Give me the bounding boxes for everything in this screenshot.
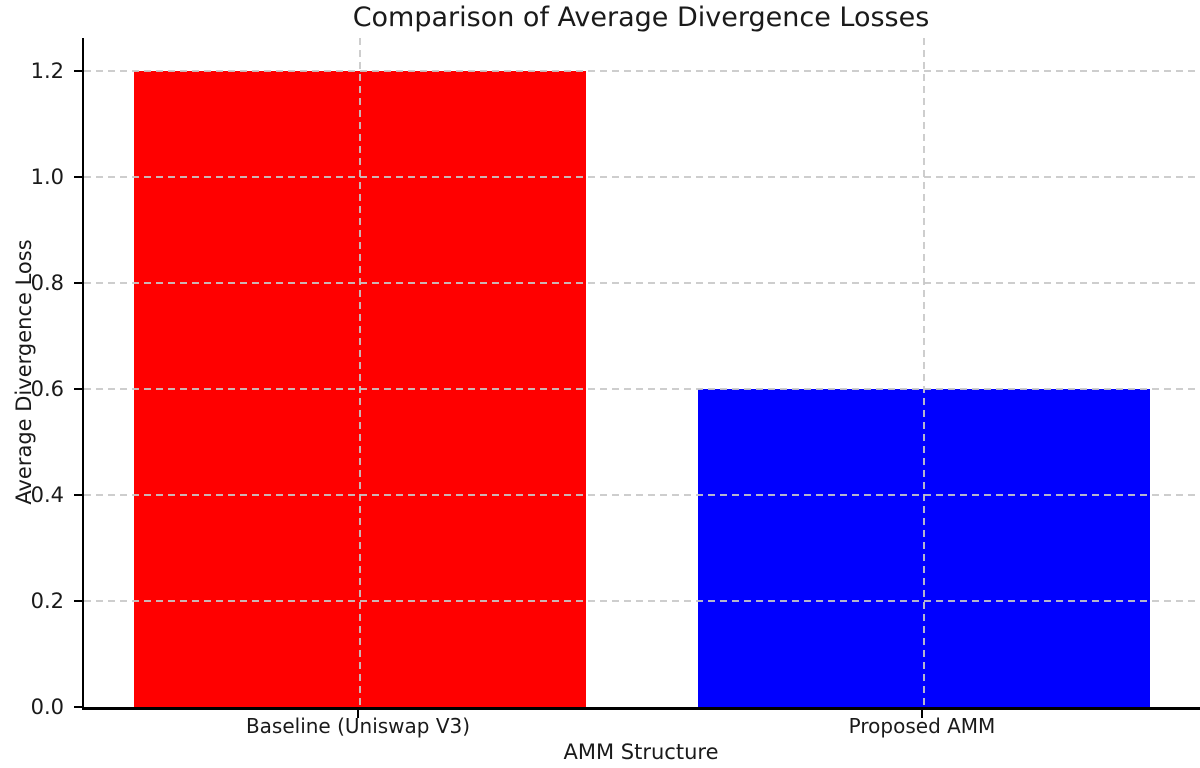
x-tick-mark-1 — [921, 710, 923, 718]
y-tick-label-0.0: 0.0 — [30, 695, 64, 719]
chart-title: Comparison of Average Divergence Losses — [352, 2, 930, 33]
y-tick-mark-1.0 — [74, 176, 82, 178]
y-tick-mark-1.2 — [74, 70, 82, 72]
y-tick-label-0.8: 0.8 — [30, 271, 64, 295]
y-tick-mark-0.8 — [74, 282, 82, 284]
h-gridline-0.2 — [84, 600, 1200, 602]
y-tick-mark-0.0 — [74, 706, 82, 708]
v-gridline-0 — [359, 38, 361, 707]
y-tick-label-1.0: 1.0 — [30, 165, 64, 189]
h-gridline-0.8 — [84, 282, 1200, 284]
x-tick-label-1: Proposed AMM — [848, 714, 996, 738]
x-tick-mark-0 — [357, 710, 359, 718]
h-gridline-1.2 — [84, 70, 1200, 72]
y-tick-mark-0.2 — [74, 600, 82, 602]
y-tick-mark-0.4 — [74, 494, 82, 496]
y-tick-label-1.2: 1.2 — [30, 59, 64, 83]
y-tick-label-0.2: 0.2 — [30, 589, 64, 613]
x-axis-label: AMM Structure — [563, 740, 719, 764]
h-gridline-0.6 — [84, 388, 1200, 390]
y-tick-label-0.6: 0.6 — [30, 377, 64, 401]
x-tick-label-0: Baseline (Uniswap V3) — [245, 714, 471, 738]
h-gridline-1.0 — [84, 176, 1200, 178]
h-gridline-0.4 — [84, 494, 1200, 496]
y-tick-mark-0.6 — [74, 388, 82, 390]
v-gridline-1 — [923, 38, 925, 707]
y-tick-label-0.4: 0.4 — [30, 483, 64, 507]
plot-area — [82, 38, 1200, 710]
